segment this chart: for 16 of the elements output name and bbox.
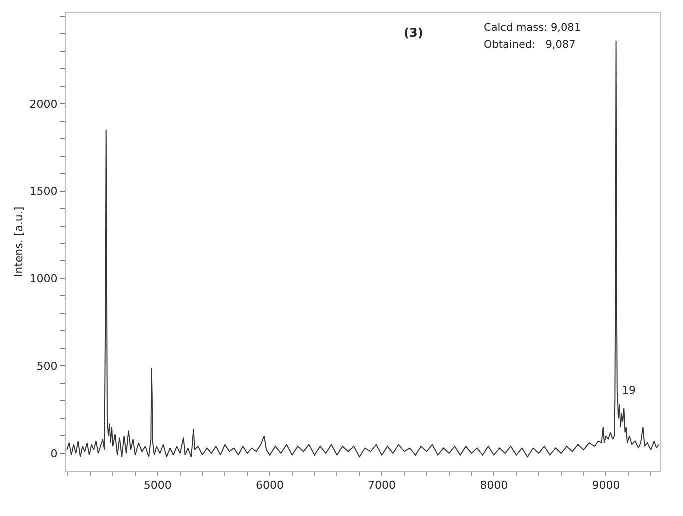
line-series — [66, 40, 660, 458]
y-tick-label: 0 — [50, 447, 58, 460]
x-tick-label: 6000 — [256, 479, 284, 492]
y-tick-label: 1500 — [30, 185, 58, 198]
y-tick-label: 1000 — [30, 272, 58, 286]
x-tick-label: 7000 — [368, 479, 396, 492]
annotation: Calcd mass: 9,081 — [484, 22, 581, 34]
y-tick-label: 2000 — [30, 98, 58, 111]
y-axis-title: Intens. [a.u.] — [12, 206, 26, 278]
x-tick-label: 5000 — [144, 479, 172, 492]
x-tick-label: 9000 — [592, 479, 620, 492]
x-tick-label: 8000 — [480, 479, 508, 492]
annotation: 19 — [622, 384, 636, 397]
annotation: Obtained: 9,087 — [484, 39, 576, 51]
annotation: (3) — [404, 26, 424, 40]
y-tick-label: 500 — [36, 360, 58, 373]
